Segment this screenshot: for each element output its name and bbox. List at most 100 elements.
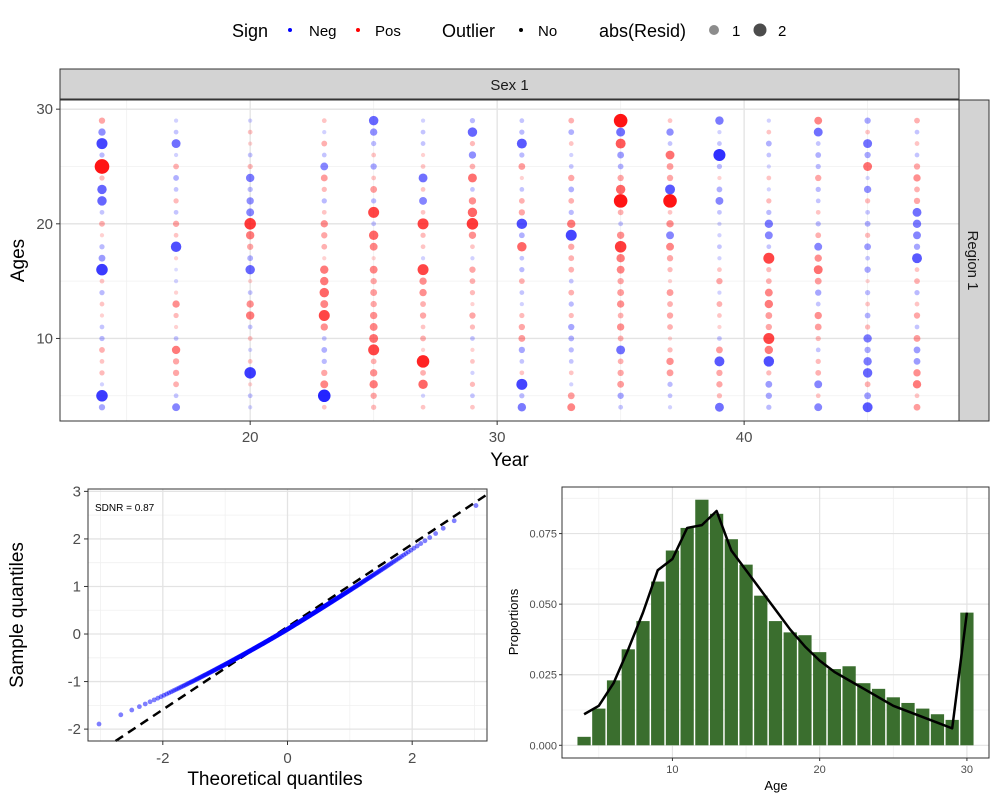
legend-pos-swatch — [356, 28, 360, 32]
hist-bar — [930, 714, 945, 746]
residual-point — [98, 404, 106, 411]
qq-axes: -2 0 2 -2 -1 0 1 2 3 — [68, 483, 417, 767]
residual-point — [371, 140, 377, 147]
residual-point — [766, 370, 772, 376]
residual-point — [716, 369, 723, 377]
residual-point — [766, 267, 772, 273]
hist-bar — [960, 612, 974, 746]
residual-point — [716, 277, 723, 285]
residual-point — [369, 311, 378, 320]
residual-point — [569, 152, 574, 158]
residual-point — [863, 162, 873, 171]
residual-point — [914, 117, 920, 124]
hist-bar — [783, 632, 797, 746]
residual-point — [764, 219, 774, 229]
residual-point — [99, 335, 105, 342]
residual-point — [321, 347, 328, 353]
residual-point — [766, 118, 771, 123]
residual-point — [419, 312, 427, 319]
residual-point — [914, 324, 920, 330]
residual-point — [468, 151, 477, 159]
residual-point — [763, 252, 775, 264]
residual-point — [568, 359, 574, 364]
residual-point — [469, 117, 476, 124]
residual-point — [518, 278, 525, 285]
residual-point — [863, 139, 873, 149]
qq-point — [422, 538, 428, 544]
top-plot-area — [60, 100, 959, 421]
residual-point — [470, 256, 475, 261]
residual-point — [245, 264, 255, 275]
residual-point — [419, 196, 427, 205]
residual-point — [616, 323, 625, 331]
qq-point — [151, 697, 157, 703]
qq-x-tick-label: 0 — [283, 750, 291, 767]
residual-point — [369, 333, 379, 343]
residual-point — [370, 277, 377, 285]
residual-point — [815, 141, 821, 146]
top-strip — [59, 68, 960, 100]
residual-point — [864, 232, 871, 238]
qq-point — [418, 541, 424, 546]
residual-point — [613, 113, 628, 128]
residual-point — [765, 278, 772, 285]
residual-point — [518, 163, 526, 170]
residual-point — [470, 187, 475, 192]
residual-point — [568, 243, 575, 250]
residual-point — [666, 128, 674, 136]
residual-point — [667, 324, 673, 330]
residual-point — [667, 336, 673, 341]
qq-point — [142, 701, 148, 707]
residual-point — [420, 404, 426, 410]
top-axes: 20 30 40 10 20 30 — [36, 101, 752, 446]
residual-point — [666, 255, 674, 262]
residual-point — [766, 175, 772, 181]
residual-point — [247, 243, 254, 250]
residual-point — [815, 174, 822, 182]
residual-point — [247, 152, 253, 158]
residual-point — [862, 368, 873, 378]
residual-point — [320, 300, 329, 309]
residual-point — [171, 139, 181, 149]
residual-point — [764, 231, 773, 240]
residual-point — [519, 312, 525, 319]
residual-point — [173, 336, 179, 341]
residual-point — [97, 184, 107, 195]
residual-point — [368, 344, 380, 356]
residual-point — [617, 335, 624, 342]
residual-point — [717, 313, 722, 318]
residual-point — [173, 163, 179, 170]
residual-point — [417, 218, 429, 230]
residual-point — [667, 267, 673, 273]
residual-point — [864, 243, 872, 251]
residual-point — [618, 221, 624, 227]
qq-y-tick-label: -2 — [68, 721, 81, 738]
residual-point — [99, 359, 105, 364]
residual-point — [814, 277, 822, 285]
residual-point — [320, 220, 328, 228]
residual-point — [813, 265, 823, 275]
residual-point — [616, 265, 625, 274]
residual-point — [173, 198, 179, 204]
residual-point — [96, 138, 108, 150]
residual-point — [420, 324, 426, 330]
residual-point — [666, 369, 674, 377]
residual-point — [763, 332, 775, 344]
qq-y-tick-label: 3 — [73, 483, 81, 500]
residual-point — [568, 197, 575, 204]
residual-point — [864, 346, 871, 354]
residual-point — [518, 232, 525, 239]
residual-point — [666, 231, 674, 240]
residual-point — [913, 335, 921, 342]
residual-point — [519, 255, 525, 261]
residual-point — [815, 289, 822, 296]
residual-point — [321, 209, 327, 215]
top-ylabel: Ages — [8, 239, 29, 282]
residual-point — [864, 392, 872, 400]
residual-point — [518, 323, 526, 331]
hist-bar — [636, 621, 650, 746]
residual-point — [173, 393, 179, 399]
residual-point — [863, 357, 872, 366]
residual-point — [614, 240, 627, 253]
hist-bar — [680, 527, 694, 746]
